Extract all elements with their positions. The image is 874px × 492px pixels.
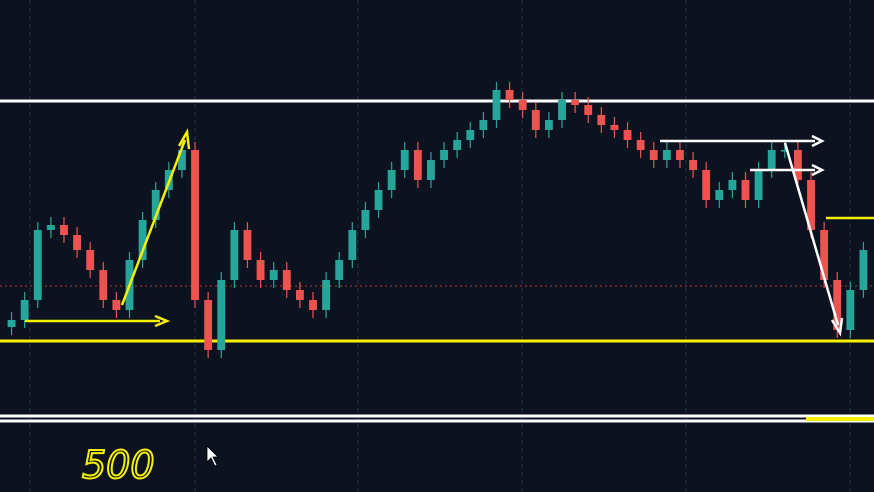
- candle-body: [676, 150, 684, 160]
- candle-body: [846, 290, 855, 330]
- candle-body: [492, 90, 501, 120]
- candle-body: [191, 150, 199, 300]
- arrow: [783, 142, 840, 326]
- candle-body: [256, 260, 265, 280]
- candle-body: [833, 280, 842, 330]
- candle-body: [46, 225, 55, 230]
- arrow-head: [154, 314, 171, 328]
- candle-body: [623, 130, 632, 140]
- arrow-head: [811, 163, 825, 177]
- candle-body: [86, 250, 95, 270]
- candle-body: [807, 180, 815, 230]
- grid: [29, 0, 851, 492]
- candles: [7, 82, 868, 358]
- candle-body: [295, 290, 304, 300]
- candle-body: [754, 170, 763, 200]
- candle-body: [571, 100, 580, 105]
- candle-body: [387, 170, 396, 190]
- candle-body: [20, 300, 29, 320]
- candle-body: [99, 270, 108, 300]
- candle-body: [767, 150, 776, 170]
- candle-body: [7, 320, 16, 327]
- candle-body: [440, 150, 448, 160]
- annotation: 500: [82, 443, 155, 487]
- candle-body: [217, 280, 226, 350]
- candle-body: [610, 125, 619, 130]
- candle-body: [413, 150, 422, 180]
- candle-body: [466, 130, 475, 140]
- candle-body: [859, 250, 868, 290]
- arrow-head: [830, 317, 844, 337]
- candle-body: [151, 190, 160, 220]
- candle-body: [715, 190, 724, 200]
- candle-body: [728, 180, 737, 190]
- candle-body: [335, 260, 344, 280]
- candle-body: [780, 150, 789, 152]
- arrow-head: [811, 134, 825, 148]
- candle-body: [702, 170, 711, 200]
- candle-body: [309, 300, 317, 310]
- candle-body: [505, 90, 514, 100]
- cursor: [206, 445, 219, 467]
- candle-body: [73, 235, 82, 250]
- candle-body: [178, 150, 186, 170]
- candle-body: [558, 100, 566, 120]
- candle-body: [60, 225, 68, 235]
- candle-body: [662, 150, 671, 160]
- candle-body: [282, 270, 291, 290]
- candle-body: [820, 230, 829, 280]
- candle-body: [400, 150, 409, 170]
- candle-body: [269, 270, 278, 280]
- candle-body: [361, 210, 370, 230]
- drawings: [25, 128, 874, 421]
- candle-body: [741, 180, 750, 200]
- candle-body: [793, 150, 802, 180]
- candle-body: [531, 110, 540, 130]
- candle-body: [33, 230, 42, 300]
- candle-body: [689, 160, 697, 170]
- candle-body: [243, 230, 252, 260]
- candle-body: [518, 100, 527, 110]
- candle-body: [427, 160, 435, 180]
- candle-body: [479, 120, 488, 130]
- candle-body: [597, 115, 606, 125]
- candle-body: [636, 140, 645, 150]
- candle-body: [138, 220, 147, 260]
- candle-body: [204, 300, 213, 350]
- arrow: [120, 139, 187, 306]
- candle-body: [649, 150, 658, 160]
- candle-body: [374, 190, 383, 210]
- arrow-head: [177, 128, 191, 150]
- candle-body: [112, 300, 121, 310]
- candle-body: [584, 105, 593, 115]
- candle-body: [230, 230, 239, 280]
- candle-body: [453, 140, 462, 150]
- candle-body: [348, 230, 357, 260]
- candle-body: [544, 120, 553, 130]
- candle-body: [322, 280, 331, 310]
- levels: [0, 99, 874, 423]
